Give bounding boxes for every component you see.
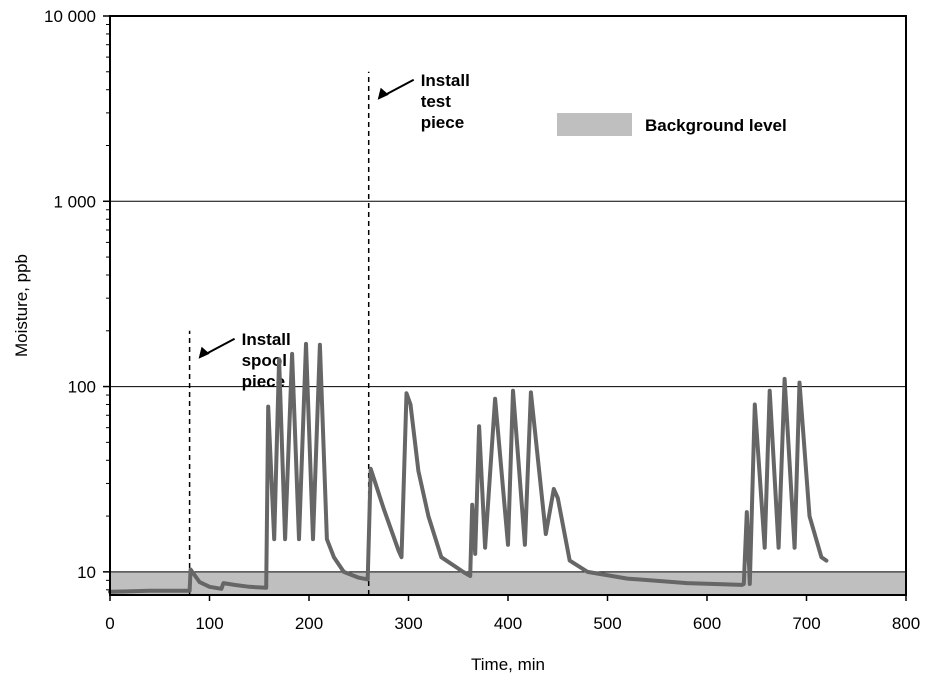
series-layer xyxy=(108,341,829,594)
annotation-arrowhead-test xyxy=(377,87,389,100)
annotation-label-test: Install xyxy=(421,71,470,90)
y-tick-label: 10 000 xyxy=(44,7,96,26)
series-line-moisture xyxy=(108,341,829,594)
y-axis-title: Moisture, ppb xyxy=(12,254,31,357)
x-axis-title: Time, min xyxy=(471,655,545,674)
legend-swatch xyxy=(557,113,632,136)
annotation-label-test: piece xyxy=(421,113,464,132)
y-tick-label: 1 000 xyxy=(53,192,96,211)
x-tick-label: 100 xyxy=(195,614,223,633)
x-tick-label: 700 xyxy=(792,614,820,633)
x-tick-label: 0 xyxy=(105,614,114,633)
annotation-label-test: test xyxy=(421,92,452,111)
x-tick-label: 400 xyxy=(494,614,522,633)
x-tick-label: 600 xyxy=(693,614,721,633)
x-tick-label: 800 xyxy=(892,614,920,633)
annotation-layer: Install spool piece Install test piece xyxy=(188,71,470,595)
legend-label: Background level xyxy=(645,116,787,135)
x-tick-label: 500 xyxy=(593,614,621,633)
background-level-band xyxy=(110,571,906,595)
axis-layer: 10 100 1 000 10 000 0 100 200 300 400 500 600 700 80… xyxy=(44,7,920,633)
x-tick-label: 300 xyxy=(394,614,422,633)
x-tick-label: 200 xyxy=(295,614,323,633)
background-band-layer xyxy=(110,571,906,595)
y-tick-label: 100 xyxy=(68,378,96,397)
legend: Background level xyxy=(557,113,787,136)
annotation-label-spool: piece xyxy=(242,372,285,391)
annotation-label-spool: spool xyxy=(242,351,287,370)
annotation-arrowhead-spool xyxy=(198,346,210,359)
y-tick-label: 10 xyxy=(77,563,96,582)
annotation-label-spool: Install xyxy=(242,330,291,349)
